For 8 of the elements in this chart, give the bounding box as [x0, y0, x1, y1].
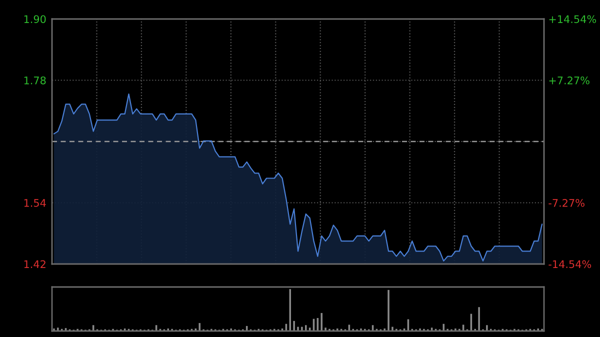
y2-tick-label: +7.27%	[549, 76, 590, 84]
y2-tick-label: +14.54%	[549, 15, 596, 24]
y-tick-label: 1.54	[24, 199, 46, 207]
y-tick-label: 1.90	[24, 15, 46, 24]
y-tick-label: 1.78	[24, 76, 46, 84]
y2-tick-label: -7.27%	[548, 198, 584, 207]
y2-tick-label: -14.54%	[548, 260, 592, 268]
y-tick-label: 1.42	[24, 260, 46, 268]
